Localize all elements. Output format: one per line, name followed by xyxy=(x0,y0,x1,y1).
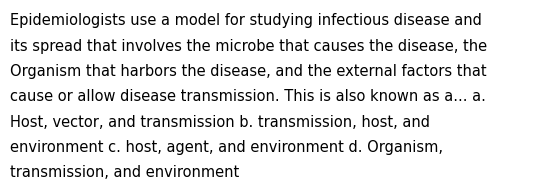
Text: Organism that harbors the disease, and the external factors that: Organism that harbors the disease, and t… xyxy=(10,64,487,79)
Text: Epidemiologists use a model for studying infectious disease and: Epidemiologists use a model for studying… xyxy=(10,13,482,28)
Text: cause or allow disease transmission. This is also known as a... a.: cause or allow disease transmission. Thi… xyxy=(10,89,486,104)
Text: its spread that involves the microbe that causes the disease, the: its spread that involves the microbe tha… xyxy=(10,39,487,54)
Text: Host, vector, and transmission b. transmission, host, and: Host, vector, and transmission b. transm… xyxy=(10,115,430,130)
Text: environment c. host, agent, and environment d. Organism,: environment c. host, agent, and environm… xyxy=(10,140,443,155)
Text: transmission, and environment: transmission, and environment xyxy=(10,165,239,180)
